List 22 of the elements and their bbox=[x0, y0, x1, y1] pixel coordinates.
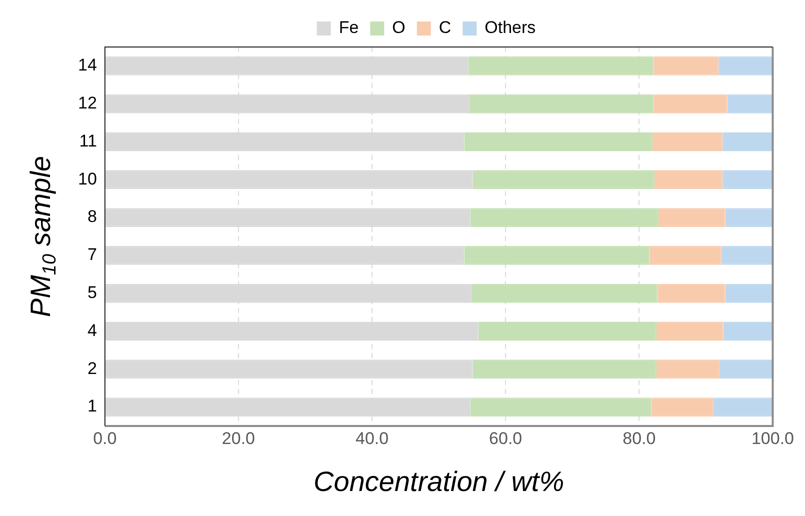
x-tick-label: 60.0 bbox=[489, 428, 522, 448]
x-axis-title: Concentration / wt% bbox=[314, 466, 564, 497]
legend-label: Fe bbox=[338, 18, 359, 38]
y-tick-label: 1 bbox=[87, 396, 97, 416]
legend-label: O bbox=[392, 18, 406, 38]
legend-label: Others bbox=[484, 18, 536, 38]
legend-label: C bbox=[438, 18, 452, 38]
y-tick-label: 8 bbox=[87, 207, 97, 226]
x-tick-label: 100.0 bbox=[751, 428, 794, 448]
x-tick-label: 0.0 bbox=[93, 428, 117, 448]
x-tick-label: 40.0 bbox=[355, 428, 389, 448]
y-tick-label: 10 bbox=[78, 169, 97, 188]
y-axis-title: PM10 sample bbox=[24, 156, 60, 318]
y-tick-label: 2 bbox=[87, 358, 97, 378]
y-tick-label: 11 bbox=[79, 131, 97, 150]
x-tick-label: 80.0 bbox=[622, 428, 656, 448]
y-tick-label: 4 bbox=[87, 320, 97, 340]
y-tick-label: 5 bbox=[87, 283, 97, 302]
y-tick-label: 14 bbox=[78, 56, 97, 75]
y-tick-label: 12 bbox=[78, 94, 97, 113]
x-tick-label: 20.0 bbox=[222, 428, 256, 448]
y-tick-label: 7 bbox=[87, 245, 97, 264]
